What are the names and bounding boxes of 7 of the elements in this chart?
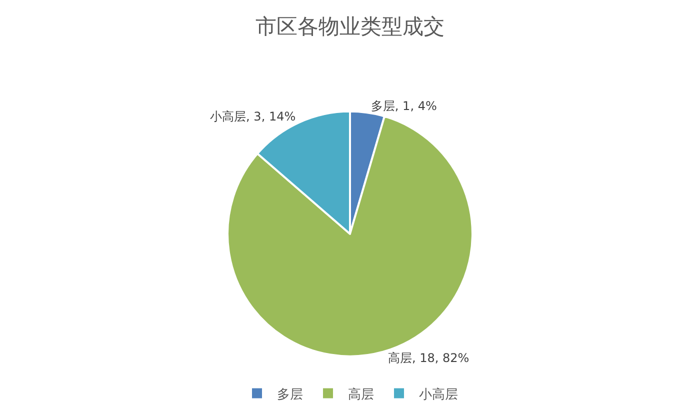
chart-title: 市区各物业类型成交 — [256, 14, 444, 39]
data-label: 高层, 18, 82% — [388, 350, 470, 365]
data-label: 小高层, 3, 14% — [210, 110, 296, 124]
data-label: 多层, 1, 4% — [370, 98, 437, 113]
legend-label: 小高层 — [419, 386, 458, 402]
legend-label: 高层 — [348, 386, 374, 402]
legend-label: 多层 — [277, 387, 303, 402]
